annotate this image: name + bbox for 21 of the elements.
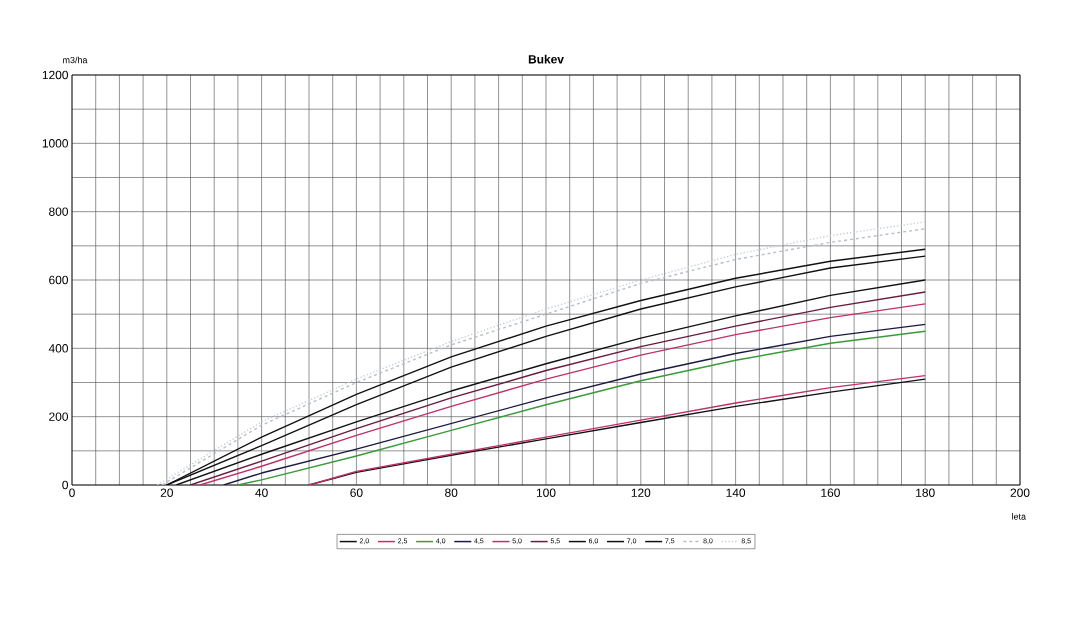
- x-tick-label: 40: [255, 488, 268, 497]
- x-tick-label: 100: [536, 488, 556, 497]
- y-tick-label: 1000: [42, 139, 69, 148]
- x-tick-label: 140: [726, 488, 746, 497]
- x-tick-label: 200: [1010, 488, 1030, 497]
- x-tick-label: 20: [160, 488, 173, 497]
- y-axis-title: m3/ha: [63, 56, 88, 64]
- x-tick-label: 160: [821, 488, 840, 497]
- x-tick-label: 120: [631, 488, 651, 497]
- x-tick-label: 60: [350, 488, 363, 497]
- x-axis-title: leta: [1012, 513, 1026, 520]
- x-tick-label: 180: [916, 488, 935, 497]
- y-tick-label: 1200: [42, 70, 69, 80]
- y-tick-label: 400: [48, 344, 69, 353]
- chart-title: Bukev: [528, 54, 564, 64]
- y-tick-label: 600: [49, 275, 69, 285]
- y-tick-label: 800: [49, 207, 69, 216]
- x-tick-label: 0: [69, 488, 75, 497]
- y-tick-label: 0: [62, 480, 69, 490]
- x-tick-label: 80: [445, 488, 458, 497]
- y-tick-label: 200: [49, 412, 69, 421]
